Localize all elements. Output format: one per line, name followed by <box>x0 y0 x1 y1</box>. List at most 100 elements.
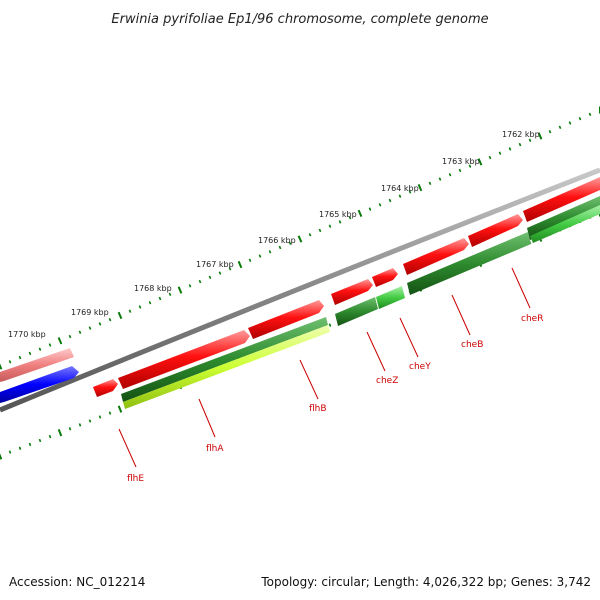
outer-scale-minor-tick <box>218 271 222 275</box>
scale-label-1766: 1766 kbp <box>258 236 296 245</box>
forward-cds-track <box>93 177 600 397</box>
outer-scale-minor-tick <box>508 147 512 151</box>
outer-scale-minor-tick <box>98 322 102 326</box>
outer-scale-minor-tick <box>288 241 292 245</box>
inner-scale-minor-tick <box>28 442 32 447</box>
outer-scale-minor-tick <box>208 275 212 280</box>
feature-cheZ <box>335 297 378 326</box>
outer-scale-minor-tick <box>158 296 162 301</box>
feature-cheR-dark <box>527 196 600 240</box>
gene-label-cheB: cheB <box>461 340 483 350</box>
outer-scale-minor-tick <box>8 360 12 364</box>
scale-label-1767: 1767 kbp <box>196 260 234 269</box>
gene-label-flhE: flhE <box>127 474 144 484</box>
outer-scale-minor-tick <box>588 112 592 117</box>
forward-cds-left-edge <box>0 348 74 382</box>
scale-label-1764: 1764 kbp <box>381 184 419 193</box>
scale-label-1768: 1768 kbp <box>134 284 172 293</box>
outer-scale-minor-tick <box>128 309 132 313</box>
gene-label-cheY: cheY <box>409 362 431 372</box>
outer-scale-major-tick <box>417 184 423 192</box>
reverse-cds-left-edge <box>0 366 79 403</box>
outer-scale-minor-tick <box>488 155 492 160</box>
outer-scale-major-tick <box>177 286 183 294</box>
feature-cheB <box>407 232 531 295</box>
cds-cheY <box>372 268 398 287</box>
inner-scale-minor-tick <box>78 423 82 427</box>
outer-scale-minor-tick <box>188 284 192 288</box>
outer-scale-major-tick <box>237 260 243 269</box>
outer-scale-minor-tick <box>28 351 32 356</box>
leader-cheY <box>399 317 419 358</box>
outer-scale-minor-tick <box>448 173 452 177</box>
inner-scale-minor-tick <box>8 450 12 454</box>
feature-flh-yellow <box>123 325 330 409</box>
inner-scale-major-tick <box>117 405 123 413</box>
gene-labels: cheR cheB cheY cheZ flhB flhA flhE <box>127 314 543 484</box>
outer-scale-minor-tick <box>498 151 502 155</box>
scale-label-1769: 1769 kbp <box>71 308 109 317</box>
outer-scale-minor-tick <box>378 203 382 207</box>
outer-scale-minor-tick <box>438 177 442 181</box>
outer-scale-ticks <box>0 106 600 370</box>
outer-scale-minor-tick <box>318 228 322 233</box>
cds-cheZ <box>331 279 373 305</box>
inner-scale-minor-tick <box>48 434 52 439</box>
gene-label-flhA: flhA <box>206 444 224 454</box>
label-leaders <box>118 267 531 468</box>
leader-cheB <box>451 294 471 336</box>
inner-scale-major-tick <box>57 429 63 437</box>
outer-scale-minor-tick <box>578 116 582 121</box>
inner-scale-minor-tick <box>88 419 92 423</box>
outer-scale-minor-tick <box>88 326 92 330</box>
genome-summary-text: Topology: circular; Length: 4,026,322 bp… <box>260 575 591 589</box>
gene-label-cheR: cheR <box>521 314 543 324</box>
outer-scale-major-tick <box>117 311 123 320</box>
inner-scale-minor-tick <box>328 323 332 327</box>
outer-scale-minor-tick <box>348 215 352 220</box>
scale-label-1765: 1765 kbp <box>319 210 357 219</box>
outer-scale-minor-tick <box>328 224 332 228</box>
outer-scale-minor-tick <box>278 245 282 250</box>
outer-scale-minor-tick <box>268 250 272 254</box>
outer-scale-minor-tick <box>258 254 262 258</box>
inner-scale-minor-tick <box>68 427 72 431</box>
outer-scale-minor-tick <box>548 129 552 134</box>
gene-label-cheZ: cheZ <box>376 376 398 386</box>
outer-scale-minor-tick <box>368 207 372 211</box>
inner-scale-minor-tick <box>18 446 22 450</box>
outer-scale-major-tick <box>357 209 363 217</box>
outer-scale-major-tick <box>537 132 543 140</box>
inner-scale-minor-tick <box>108 411 112 415</box>
outer-scale-minor-tick <box>558 125 562 130</box>
inner-scale-minor-tick <box>98 415 102 419</box>
cds-flhE <box>93 379 118 397</box>
outer-scale-minor-tick <box>338 220 342 224</box>
outer-scale-minor-tick <box>108 317 112 322</box>
outer-scale-minor-tick <box>248 258 252 263</box>
leader-cheR <box>511 267 531 309</box>
outer-scale-minor-tick <box>78 330 82 335</box>
outer-scale-minor-tick <box>468 164 472 168</box>
outer-scale-minor-tick <box>568 121 572 125</box>
outer-scale-minor-tick <box>38 347 42 351</box>
outer-scale-minor-tick <box>458 168 462 173</box>
cds-flhA <box>118 330 250 389</box>
cds-cheR <box>468 214 523 247</box>
feature-cheR-light <box>530 205 600 243</box>
inner-scale-minor-tick <box>38 438 42 443</box>
outer-scale-minor-tick <box>408 190 412 194</box>
outer-scale-minor-tick <box>518 142 522 147</box>
inner-scale-major-tick <box>0 453 3 460</box>
outer-scale-minor-tick <box>428 181 432 186</box>
scale-label-1770: 1770 kbp <box>8 330 46 339</box>
outer-scale-minor-tick <box>168 292 172 297</box>
outer-scale-minor-tick <box>18 355 22 360</box>
outer-scale-minor-tick <box>398 194 402 198</box>
outer-scale-major-tick <box>297 235 303 243</box>
outer-scale-minor-tick <box>48 343 52 347</box>
cds-flhB <box>248 300 324 339</box>
outer-scale-minor-tick <box>228 267 232 271</box>
outer-scale-major-tick <box>57 337 63 345</box>
